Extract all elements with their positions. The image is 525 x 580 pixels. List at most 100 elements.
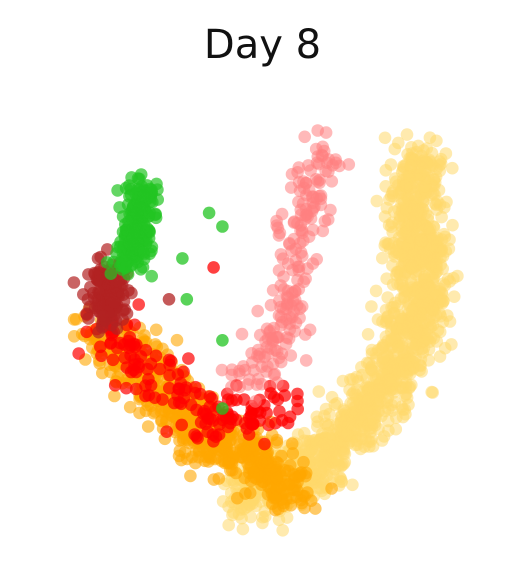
data-point [397,195,411,209]
data-point [160,415,173,429]
data-point [288,284,302,298]
data-point [270,214,283,228]
data-point [431,195,444,208]
data-point [282,332,296,345]
data-point [284,311,297,325]
data-point [355,368,369,382]
data-point [236,522,250,536]
data-point [378,210,392,223]
data-point [176,252,189,265]
data-point [128,358,141,371]
data-point [225,380,238,394]
data-point [120,381,133,395]
data-point [385,301,398,314]
data-point [80,325,93,339]
data-point [253,406,267,419]
data-point [318,409,331,423]
data-point [414,234,428,247]
data-point [305,190,319,204]
data-point [446,218,459,232]
data-point [321,213,335,226]
data-point [106,353,120,367]
data-point [285,491,298,505]
data-point [396,279,410,293]
data-point [371,390,384,404]
data-point [365,421,379,435]
data-point [306,223,320,237]
data-point [127,222,141,235]
data-point [271,393,285,407]
data-point [396,323,410,337]
data-point [215,363,229,377]
data-point [388,172,402,185]
data-point [413,312,427,326]
data-point [432,183,446,197]
data-point [389,422,403,436]
data-point [206,428,220,442]
data-point [416,346,430,359]
data-point [270,330,284,344]
data-point [207,473,221,486]
data-point [433,164,447,178]
data-point [243,486,257,500]
data-point [316,224,330,238]
data-point [162,293,176,306]
data-point [251,304,264,318]
data-point [142,372,155,386]
data-point [141,420,155,433]
data-point [400,128,414,141]
data-point [446,161,459,175]
points-layer [67,124,464,537]
data-point [425,302,439,316]
data-point [256,516,269,530]
data-point [399,179,412,193]
data-point [163,369,176,382]
data-point [216,334,229,347]
data-point [298,130,312,144]
data-point [111,184,124,197]
data-point [297,175,310,188]
data-point [369,284,383,298]
data-point [276,524,290,537]
data-point [387,331,401,345]
data-point [306,257,320,270]
data-point [275,449,288,463]
data-point [291,428,305,441]
data-point [291,394,304,408]
data-point [324,203,337,217]
data-point [392,136,405,150]
data-point [177,391,191,405]
data-point [119,261,132,275]
data-point [266,284,280,297]
data-point [362,356,376,370]
data-point [122,334,135,348]
data-point [80,307,93,321]
data-point [411,160,425,174]
data-point [137,218,151,231]
data-point [398,358,412,371]
data-point [386,226,400,239]
data-point [132,298,145,311]
data-point [129,382,143,396]
data-point [255,360,268,374]
data-point [376,352,390,366]
data-point [311,175,325,188]
data-point [379,164,393,177]
data-point [104,267,118,281]
data-point [206,414,220,427]
data-point [422,268,436,282]
data-point [96,309,109,323]
data-point [123,400,137,414]
data-point [430,134,443,148]
data-point [440,195,453,209]
data-point [223,453,236,466]
data-point [290,299,304,312]
data-point [134,263,148,276]
data-point [277,270,290,284]
data-point [291,273,304,287]
data-point [388,395,402,409]
data-point [153,362,167,376]
data-point [378,131,392,145]
data-point [72,347,85,360]
data-point [447,290,461,304]
